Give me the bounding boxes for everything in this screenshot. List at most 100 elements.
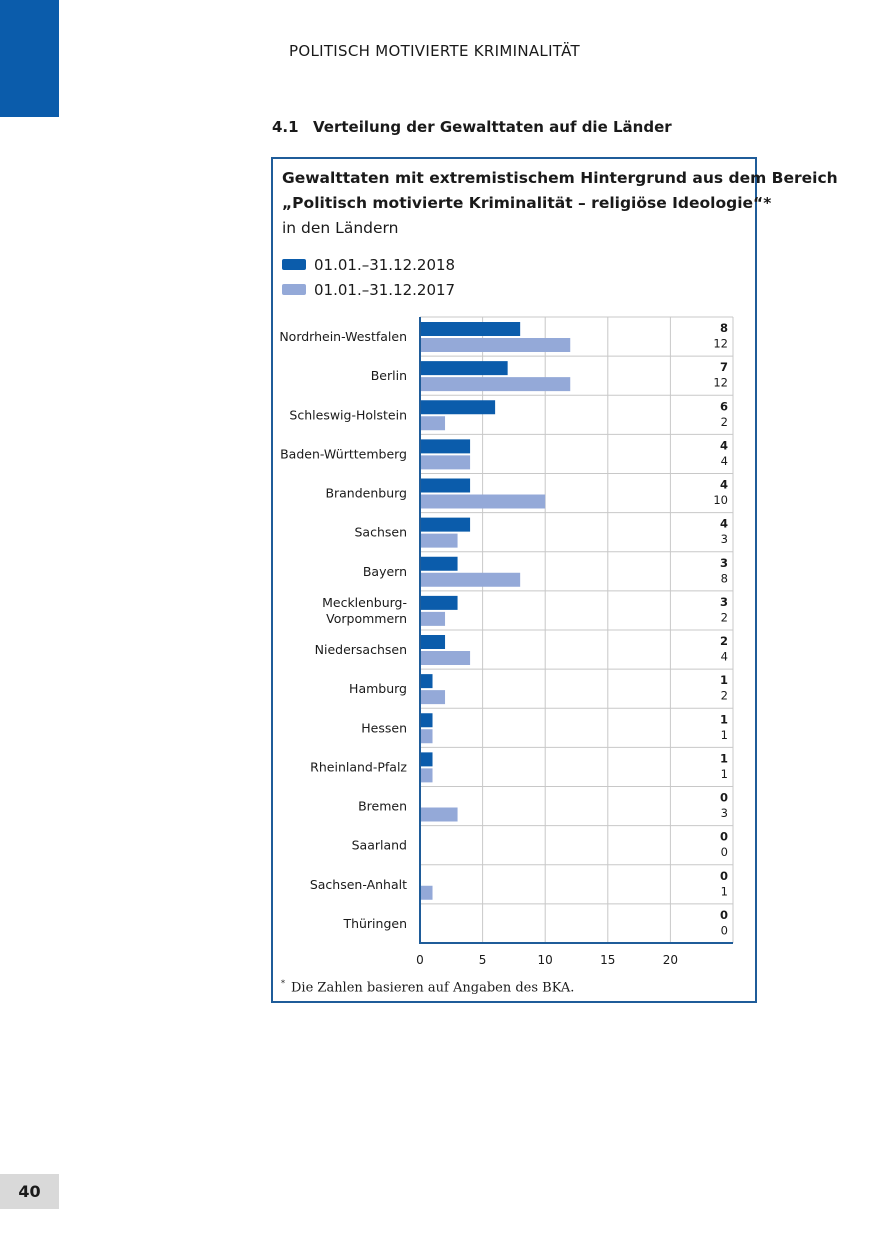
value-label-2018: 4 xyxy=(720,438,728,452)
bar-2017 xyxy=(420,651,471,665)
value-label-2017: 4 xyxy=(721,650,728,664)
chart-frame xyxy=(271,157,757,1003)
value-label-2017: 2 xyxy=(721,689,728,703)
bar-2017 xyxy=(420,690,446,705)
bar-2018 xyxy=(420,713,433,728)
category-label: Schleswig-Holstein xyxy=(289,407,407,422)
category-label: Berlin xyxy=(371,368,407,383)
value-label-2018: 1 xyxy=(720,712,728,726)
x-tick-label: 0 xyxy=(416,953,424,967)
bar-2017 xyxy=(420,533,458,548)
value-label-2017: 0 xyxy=(721,845,728,859)
bar-2017 xyxy=(420,885,433,900)
chart-subtitle: in den Ländern xyxy=(282,219,399,237)
value-label-2018: 2 xyxy=(720,634,728,648)
x-tick-label: 20 xyxy=(663,953,678,967)
bar-2017 xyxy=(420,807,458,822)
value-label-2018: 6 xyxy=(720,399,728,413)
bar-2017 xyxy=(420,572,521,587)
category-label: Hessen xyxy=(361,720,407,735)
bar-2017 xyxy=(420,338,571,352)
value-label-2017: 3 xyxy=(721,532,728,546)
category-label: Hamburg xyxy=(349,681,407,696)
legend-swatch-2018 xyxy=(282,259,306,270)
category-label: Nordrhein-Westfalen xyxy=(279,329,407,344)
category-label: Sachsen-Anhalt xyxy=(310,877,407,892)
bar-2018 xyxy=(420,517,471,532)
chart-title-line2: „Politisch motivierte Kriminalität – rel… xyxy=(282,194,772,212)
section-title: Verteilung der Gewalttaten auf die Lände… xyxy=(313,118,672,136)
category-label: Thüringen xyxy=(342,916,407,931)
value-label-2018: 1 xyxy=(720,751,728,765)
bar-2018 xyxy=(420,595,458,610)
bar-2018 xyxy=(420,361,508,376)
category-label: Brandenburg xyxy=(325,486,407,501)
bar-2017 xyxy=(420,768,433,783)
value-label-2018: 0 xyxy=(720,830,728,844)
value-label-2018: 1 xyxy=(720,673,728,687)
value-label-2017: 1 xyxy=(721,728,728,742)
bar-2018 xyxy=(420,439,471,454)
category-label: Saarland xyxy=(352,838,407,853)
category-label: Baden-Württemberg xyxy=(280,446,407,461)
value-label-2018: 0 xyxy=(720,791,728,805)
value-label-2017: 1 xyxy=(721,884,728,898)
running-title: POLITISCH MOTIVIERTE KRIMINALITÄT xyxy=(289,42,580,60)
section-number: 4.1 xyxy=(272,118,299,136)
value-label-2017: 12 xyxy=(713,337,728,351)
chart-title-line1: Gewalttaten mit extremistischem Hintergr… xyxy=(282,169,838,187)
chapter-tab xyxy=(0,0,59,117)
bar-2018 xyxy=(420,400,496,415)
category-label: Mecklenburg- xyxy=(322,595,407,610)
value-label-2018: 0 xyxy=(720,869,728,883)
value-label-2018: 8 xyxy=(720,321,728,335)
legend-label-2018: 01.01.–31.12.2018 xyxy=(314,255,456,274)
category-label: Bremen xyxy=(358,799,407,814)
value-label-2018: 3 xyxy=(720,556,728,570)
value-label-2018: 0 xyxy=(720,908,728,922)
bar-2018 xyxy=(420,556,458,571)
category-label: Bayern xyxy=(363,564,407,579)
value-label-2017: 10 xyxy=(713,493,728,507)
bar-2018 xyxy=(420,674,433,689)
value-label-2018: 4 xyxy=(720,517,728,531)
chart-legend: 01.01.–31.12.2018 01.01.–31.12.2017 xyxy=(282,252,455,302)
value-label-2017: 4 xyxy=(721,454,728,468)
legend-label-2017: 01.01.–31.12.2017 xyxy=(314,280,456,299)
footnote: * Die Zahlen basieren auf Angaben des BKA… xyxy=(281,979,574,995)
bar-2017 xyxy=(420,377,571,392)
bar-2018 xyxy=(420,635,446,649)
x-tick-label: 10 xyxy=(538,953,553,967)
bar-2018 xyxy=(420,478,471,493)
value-label-2018: 4 xyxy=(720,478,728,492)
x-tick-label: 15 xyxy=(600,953,615,967)
legend-item-2018: 01.01.–31.12.2018 xyxy=(282,252,455,277)
value-label-2017: 2 xyxy=(721,610,728,624)
bar-2017 xyxy=(420,494,546,509)
value-label-2017: 2 xyxy=(721,415,728,429)
value-label-2017: 12 xyxy=(713,376,728,390)
footnote-mark: * xyxy=(281,979,285,988)
footnote-text: Die Zahlen basieren auf Angaben des BKA. xyxy=(291,980,575,996)
category-label: Rheinland-Pfalz xyxy=(310,759,407,774)
legend-swatch-2017 xyxy=(282,284,306,295)
bar-2017 xyxy=(420,729,433,744)
category-label: Sachsen xyxy=(354,525,407,540)
bar-2017 xyxy=(420,416,446,431)
chart-title: Gewalttaten mit extremistischem Hintergr… xyxy=(282,166,838,241)
bar-2017 xyxy=(420,455,471,470)
x-tick-label: 5 xyxy=(479,953,487,967)
value-label-2017: 0 xyxy=(721,923,728,937)
bar-2018 xyxy=(420,322,521,336)
section-heading: 4.1 Verteilung der Gewalttaten auf die Lä… xyxy=(272,118,672,136)
value-label-2018: 7 xyxy=(720,360,728,374)
value-label-2017: 3 xyxy=(721,806,728,820)
value-label-2017: 8 xyxy=(721,571,728,585)
category-label: Vorpommern xyxy=(326,611,407,626)
bar-2017 xyxy=(420,611,446,626)
bar-2018 xyxy=(420,752,433,767)
page-number: 40 xyxy=(0,1174,59,1209)
category-label: Niedersachsen xyxy=(315,642,407,657)
legend-item-2017: 01.01.–31.12.2017 xyxy=(282,277,455,302)
